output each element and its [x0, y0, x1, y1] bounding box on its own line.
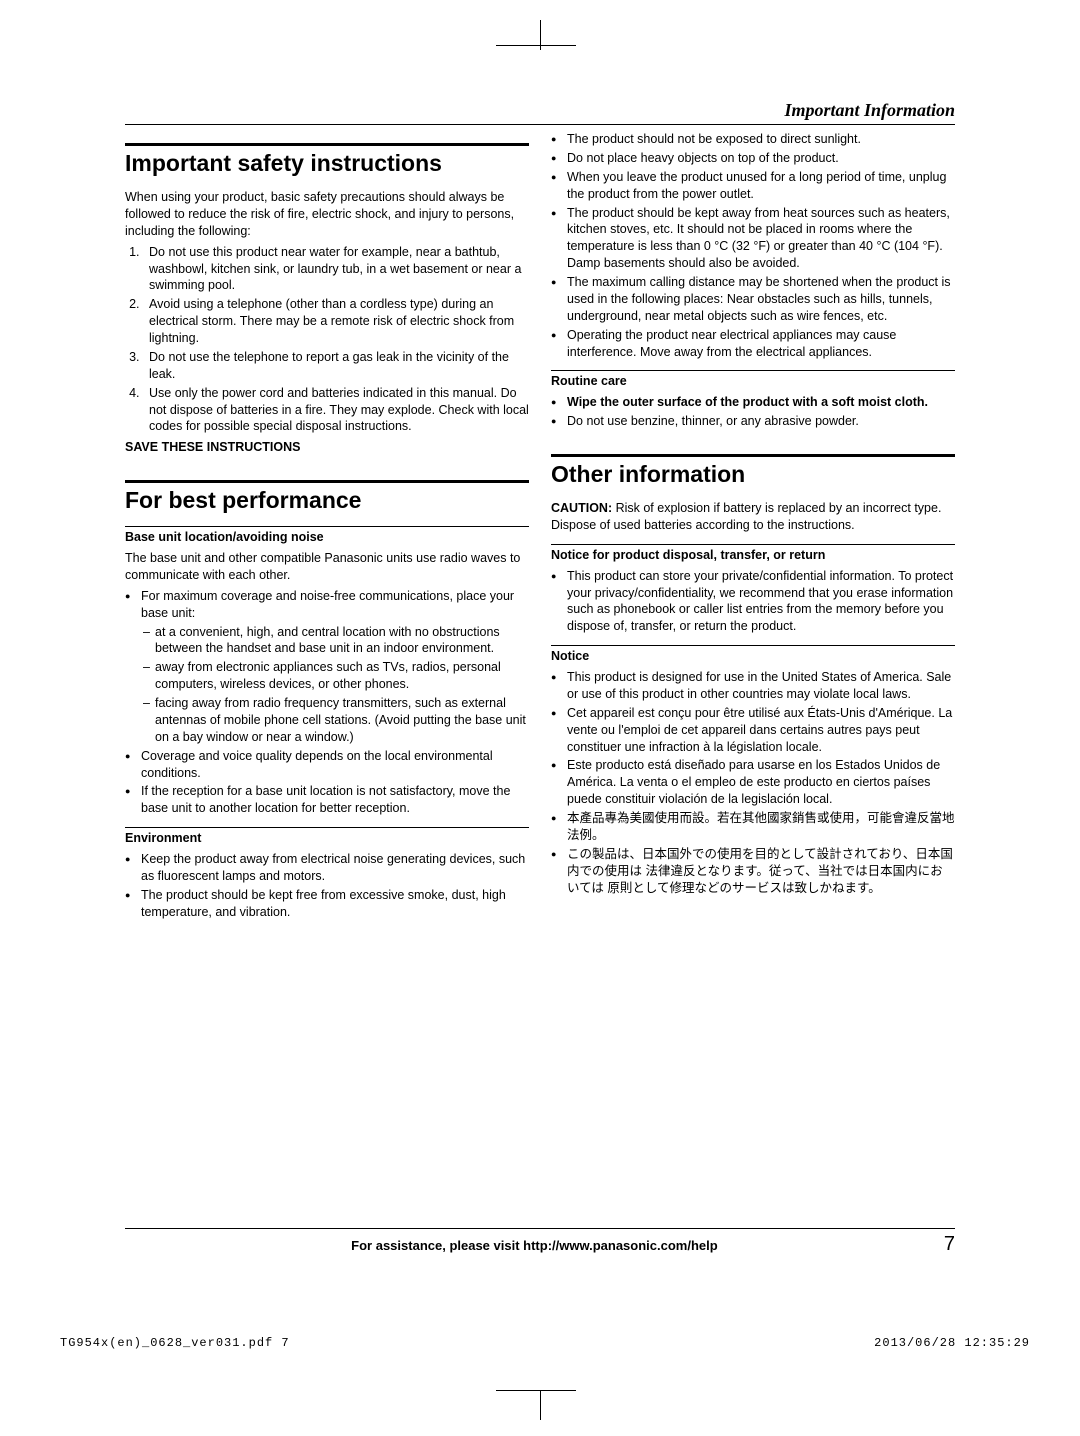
notice-list: This product is designed for use in the …: [551, 669, 955, 896]
list-item: This product is designed for use in the …: [565, 669, 955, 703]
print-metadata: TG954x(en)_0628_ver031.pdf 7 2013/06/28 …: [60, 1336, 1030, 1350]
crop-mark-bottom-h: [496, 1390, 576, 1391]
list-item: The product should not be exposed to dir…: [565, 131, 955, 148]
list-item: The maximum calling distance may be shor…: [565, 274, 955, 325]
notice-head: Notice: [551, 648, 955, 665]
sub-rule: [551, 645, 955, 646]
sub-rule: [551, 370, 955, 371]
list-item: Do not use benzine, thinner, or any abra…: [565, 413, 955, 430]
page-header: Important Information: [125, 100, 955, 125]
sub-rule: [551, 544, 955, 545]
caution-label: CAUTION:: [551, 501, 612, 515]
list-item: Este producto está diseñado para usarse …: [565, 757, 955, 808]
list-item: The product should be kept free from exc…: [139, 887, 529, 921]
environment-head: Environment: [125, 830, 529, 847]
list-item: Do not place heavy objects on top of the…: [565, 150, 955, 167]
bullet-text: For maximum coverage and noise-free comm…: [141, 589, 514, 620]
sub-rule: [125, 526, 529, 527]
performance-title: For best performance: [125, 485, 529, 516]
list-item: Coverage and voice quality depends on th…: [139, 748, 529, 782]
list-item: The product should be kept away from hea…: [565, 205, 955, 273]
base-unit-head: Base unit location/avoiding noise: [125, 529, 529, 546]
base-unit-intro: The base unit and other compatible Panas…: [125, 550, 529, 584]
crop-mark-top-h: [496, 45, 576, 46]
section-rule: [125, 480, 529, 483]
crop-mark-top-v: [540, 20, 541, 50]
list-item: Keep the product away from electrical no…: [139, 851, 529, 885]
routine-care-head: Routine care: [551, 373, 955, 390]
list-item: 本產品專為美國使用而設。若在其他國家銷售或使用，可能會違反當地法例。: [565, 810, 955, 844]
crop-mark-bottom-v: [540, 1390, 541, 1420]
safety-title: Important safety instructions: [125, 148, 529, 179]
safety-item: Do not use the telephone to report a gas…: [143, 349, 529, 383]
text-columns: Important safety instructions When using…: [125, 131, 955, 921]
list-item: When you leave the product unused for a …: [565, 169, 955, 203]
print-date: 2013/06/28 12:35:29: [874, 1336, 1030, 1350]
section-rule: [125, 143, 529, 146]
other-info-title: Other information: [551, 459, 955, 490]
disposal-head: Notice for product disposal, transfer, o…: [551, 547, 955, 564]
sub-rule: [125, 827, 529, 828]
disposal-list: This product can store your private/conf…: [551, 568, 955, 636]
safety-intro: When using your product, basic safety pr…: [125, 189, 529, 240]
save-instructions: SAVE THESE INSTRUCTIONS: [125, 439, 529, 456]
dash-list: at a convenient, high, and central locat…: [141, 624, 529, 746]
caution-para: CAUTION: Risk of explosion if battery is…: [551, 500, 955, 534]
assist-text: For assistance, please visit http://www.…: [125, 1238, 944, 1253]
safety-item: Do not use this product near water for e…: [143, 244, 529, 295]
page-content: Important Information Important safety i…: [125, 100, 955, 921]
list-item: この製品は、日本国外での使用を目的として設計されており、日本国内での使用は 法律…: [565, 846, 955, 897]
list-item: Operating the product near electrical ap…: [565, 327, 955, 361]
routine-care-list: Wipe the outer surface of the product wi…: [551, 394, 955, 430]
base-unit-bullets: For maximum coverage and noise-free comm…: [125, 588, 529, 817]
section-rule: [551, 454, 955, 457]
list-item: away from electronic appliances such as …: [155, 659, 529, 693]
list-item: For maximum coverage and noise-free comm…: [139, 588, 529, 746]
page-footer: For assistance, please visit http://www.…: [125, 1228, 955, 1256]
safety-list: Do not use this product near water for e…: [125, 244, 529, 436]
list-item: at a convenient, high, and central locat…: [155, 624, 529, 658]
print-file: TG954x(en)_0628_ver031.pdf 7: [60, 1336, 290, 1350]
page-number: 7: [944, 1233, 955, 1256]
list-item: This product can store your private/conf…: [565, 568, 955, 636]
list-item: facing away from radio frequency transmi…: [155, 695, 529, 746]
safety-item: Use only the power cord and batteries in…: [143, 385, 529, 436]
list-item: If the reception for a base unit locatio…: [139, 783, 529, 817]
safety-item: Avoid using a telephone (other than a co…: [143, 296, 529, 347]
list-item: Wipe the outer surface of the product wi…: [565, 394, 955, 411]
list-item: Cet appareil est conçu pour être utilisé…: [565, 705, 955, 756]
